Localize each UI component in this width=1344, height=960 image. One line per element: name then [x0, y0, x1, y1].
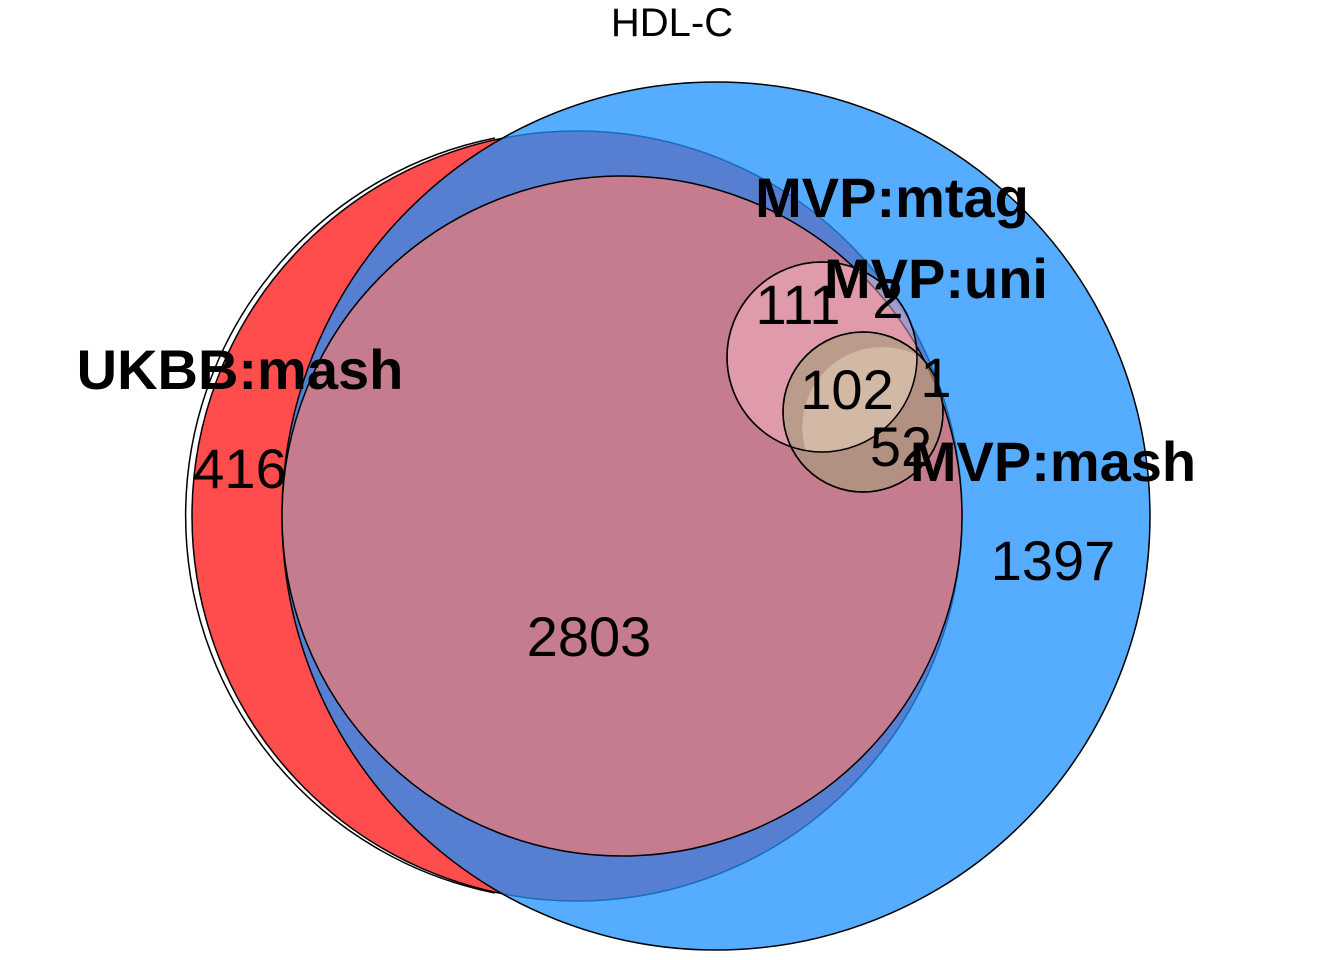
count-uni-edge: 1: [920, 346, 951, 409]
count-mtag-region: 111: [755, 273, 840, 336]
count-mvpmash-only: 1397: [991, 529, 1116, 592]
count-ukbb-only: 416: [193, 437, 286, 500]
set-circle-mvp-mtag-outline: [726, 261, 918, 453]
count-mtag-edge: 2: [872, 267, 903, 330]
overlap-core-mtag-uni: [802, 347, 918, 453]
count-core: 102: [800, 358, 893, 421]
overlap-ukbb-mvpmash: [281, 175, 963, 857]
set-label-mvp-uni: MVP:uni: [824, 247, 1048, 310]
count-ukbb-mvpmash: 2803: [527, 605, 652, 668]
diagram-title: HDL-C: [611, 1, 733, 45]
set-circle-mvp-uni-outline: [782, 331, 944, 493]
set-label-ukbb-mash: UKBB:mash: [77, 338, 404, 401]
set-label-mvp-mtag: MVP:mtag: [755, 166, 1029, 229]
overlap-outline-ukbb: [184, 137, 496, 894]
count-uni-mash: 52: [870, 415, 932, 478]
set-label-mvp-mash: MVP:mash: [910, 430, 1196, 493]
